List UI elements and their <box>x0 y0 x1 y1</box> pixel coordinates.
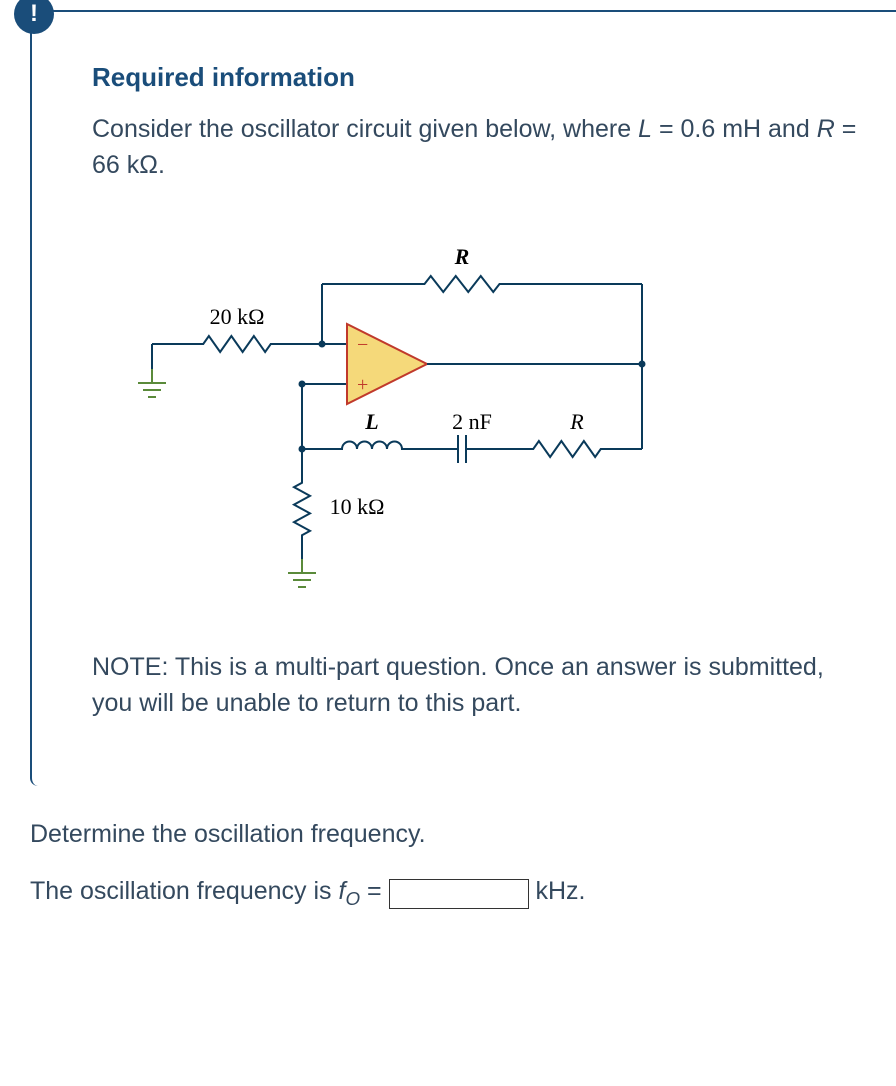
svg-text:R: R <box>454 244 470 269</box>
note-text: NOTE: This is a multi-part question. Onc… <box>92 649 866 722</box>
svg-text:2 nF: 2 nF <box>452 409 492 434</box>
svg-text:−: − <box>357 334 368 356</box>
intro-pre: Consider the oscillator circuit given be… <box>92 115 638 143</box>
svg-text:R: R <box>569 409 584 434</box>
answer-sub: O <box>345 888 360 909</box>
required-info-panel: ! Required information Consider the osci… <box>30 10 896 786</box>
svg-text:20 kΩ: 20 kΩ <box>210 304 265 329</box>
svg-text:+: + <box>357 374 368 396</box>
required-info-title: Required information <box>92 62 866 93</box>
intro-mid: = 0.6 mH and <box>652 115 817 143</box>
answer-eq: = <box>360 877 389 905</box>
intro-R: R <box>817 115 835 143</box>
svg-text:10 kΩ: 10 kΩ <box>330 494 385 519</box>
intro-text: Consider the oscillator circuit given be… <box>92 111 866 184</box>
answer-line: The oscillation frequency is fO = kHz. <box>30 877 866 910</box>
answer-pre: The oscillation frequency is <box>30 877 338 905</box>
circuit-diagram: R 20 kΩ − + L 2 nF R 10 kΩ <box>122 224 866 609</box>
intro-L: L <box>638 115 652 143</box>
info-icon: ! <box>14 0 54 34</box>
question-prompt: Determine the oscillation frequency. <box>30 816 866 852</box>
frequency-input[interactable] <box>389 879 529 909</box>
answer-unit: kHz. <box>529 877 586 905</box>
question-area: Determine the oscillation frequency. The… <box>0 816 896 965</box>
svg-text:L: L <box>364 409 378 434</box>
circuit-svg: R 20 kΩ − + L 2 nF R 10 kΩ <box>122 224 682 604</box>
